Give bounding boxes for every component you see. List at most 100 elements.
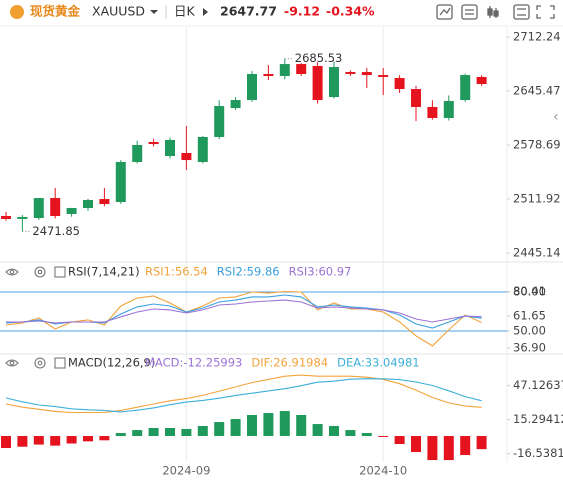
macd-bar: [476, 436, 487, 450]
change-percent: -0.34%: [326, 4, 375, 19]
candle-body: [345, 72, 356, 74]
candle-body: [460, 75, 471, 101]
macd-bar: [181, 428, 192, 437]
candle-style-button[interactable]: [487, 6, 499, 18]
macd-bar: [460, 436, 471, 456]
candle-body: [427, 106, 438, 118]
macd-bar: [165, 428, 175, 437]
rsi-line: [5, 294, 482, 329]
macd-bar: [115, 433, 126, 437]
candle-body: [83, 199, 93, 208]
macd-bar: [378, 436, 389, 437]
candle-body: [99, 199, 110, 205]
hide-rsi-button[interactable]: [5, 268, 19, 276]
macd-bar: [361, 433, 372, 437]
x-tick-label: 2024-09: [162, 464, 210, 478]
x-tick-label: 2024-10: [359, 464, 407, 478]
candle-body: [66, 207, 77, 214]
candle-body: [361, 72, 372, 76]
macd-bar: [329, 425, 339, 437]
candle-body: [230, 100, 241, 109]
change: -9.12: [284, 4, 320, 19]
macd-line: [5, 374, 482, 414]
candle-body: [411, 89, 421, 107]
y-tick-label: 2712.24: [513, 30, 561, 44]
gold-icon: [10, 5, 24, 19]
macd-bar: [394, 436, 405, 445]
candle-body: [378, 75, 389, 77]
collapse-arrow[interactable]: ‹: [553, 109, 559, 125]
macd-bar: [230, 419, 241, 437]
candle-body: [394, 78, 405, 90]
y-tick-label: 15.29412: [513, 412, 563, 426]
candle-body: [181, 152, 192, 161]
macd-bar: [263, 413, 274, 437]
macd-bar: [83, 436, 93, 442]
dropdown-arrow[interactable]: [150, 10, 158, 14]
indicator-button[interactable]: [461, 4, 478, 20]
macd-bar: [411, 436, 421, 453]
y-tick-label: 2578.69: [513, 138, 561, 152]
candle-body: [165, 139, 175, 156]
macd-bar: [427, 436, 438, 461]
candle-body: [132, 144, 143, 162]
macd-bar: [1, 436, 11, 448]
macd-bar: [132, 430, 143, 437]
legend-entry: DEA:33.04981: [337, 356, 420, 370]
y-tick-label: 50.00: [513, 323, 546, 337]
fullscreen-button[interactable]: [536, 5, 555, 19]
macd-bar: [148, 428, 159, 437]
y-tick-label: 36.90: [513, 340, 546, 354]
macd-bar: [247, 414, 257, 437]
hide-macd-button[interactable]: [5, 359, 19, 367]
macd-bar: [66, 436, 77, 444]
candle-body: [148, 141, 159, 145]
legend-entry: MACD:-12.25993: [145, 356, 242, 370]
macd-bar: [33, 436, 44, 445]
settings-button[interactable]: [513, 4, 530, 20]
low-label: 2471.85: [32, 224, 80, 238]
macd-bar: [214, 422, 225, 437]
macd-bar: [345, 430, 356, 437]
y-tick-label: 80.41: [513, 284, 546, 298]
candle-body: [296, 64, 307, 74]
macd-title: MACD(12,26,9): [68, 356, 155, 370]
y-tick-label: 2645.47: [513, 83, 561, 97]
rsi-line: [6, 299, 482, 324]
price: 2647.77: [220, 4, 277, 19]
macd-toggle[interactable]: [54, 357, 66, 369]
macd-bar: [443, 436, 454, 461]
macd-bar: [312, 424, 323, 437]
candle-body: [1, 215, 11, 219]
macd-bar: [50, 436, 61, 446]
rsi-line: [5, 290, 482, 347]
candle-body: [197, 136, 208, 162]
draw-tool-button[interactable]: [436, 4, 453, 20]
y-tick-label: 2511.92: [513, 191, 561, 205]
rsi-settings-button[interactable]: [34, 266, 46, 278]
candle-body: [476, 76, 487, 85]
rsi-title: RSI(7,14,21): [68, 265, 140, 279]
macd-bar: [99, 436, 110, 441]
candle-body: [17, 216, 28, 219]
macd-settings-button[interactable]: [34, 357, 46, 369]
period[interactable]: 日K: [174, 4, 196, 19]
rsi-toggle[interactable]: [54, 266, 66, 278]
candle-body: [214, 106, 225, 137]
macd-bar: [197, 425, 208, 437]
macd-bar: [296, 414, 307, 437]
macd-bar: [279, 411, 290, 437]
y-tick-label: -16.53812: [513, 446, 563, 460]
candle-body: [263, 73, 274, 77]
legend-entry: RSI2:59.86: [217, 265, 280, 279]
candle-body: [115, 161, 126, 203]
candle-body: [312, 65, 323, 101]
symbol[interactable]: XAUUSD: [92, 4, 145, 19]
period-arrow[interactable]: [203, 8, 208, 16]
high-label: 2685.53: [295, 51, 343, 65]
y-tick-label: 61.65: [513, 308, 546, 322]
y-tick-label: 2445.14: [513, 246, 561, 260]
legend-entry: RSI3:60.97: [289, 265, 352, 279]
macd-bar: [17, 436, 28, 447]
legend-entry: DIF:26.91984: [251, 356, 328, 370]
